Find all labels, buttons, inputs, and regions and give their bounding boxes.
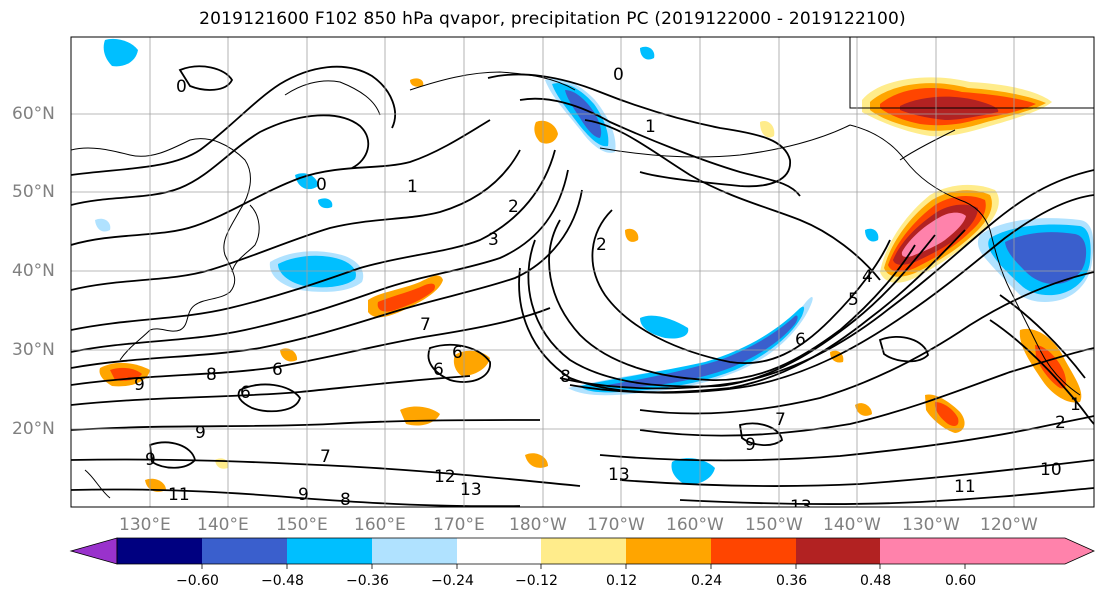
colorbar-bin [287,538,372,564]
lon-label: 180°W [509,515,567,535]
contour-label: 7 [320,447,331,467]
contour-label: 13 [608,465,630,485]
lon-label: 170°E [433,515,485,535]
colorbar-tick-label: 0.48 [860,573,892,589]
colorbar-bin [457,538,541,564]
colorbar-bin [372,538,457,564]
map-frame [70,36,1095,508]
contour-label: 2 [1055,413,1066,433]
contour-label: 6 [433,360,444,380]
colorbar-tick-label: 0.60 [945,573,977,589]
lon-label: 140°E [197,515,249,535]
contour-label: 12 [434,467,456,487]
contour-label: 9 [134,375,145,395]
colorbar-bin [117,538,202,564]
contour-label: 7 [775,410,786,430]
colorbar-bin [202,538,287,564]
lat-label: 30°N [12,340,55,360]
contour-label: 13 [790,497,812,517]
lon-label: 160°W [666,515,724,535]
contour-label: 9 [145,450,156,470]
colorbar-tick-label: 0.12 [606,573,638,589]
contour-label: 10 [1040,460,1062,480]
colorbar-bin [711,538,796,564]
qvapor-contours [71,65,1094,507]
contour-label: 8 [340,490,351,510]
contour-label: 6 [795,330,806,350]
contour-label: 6 [272,360,283,380]
gridlines [71,37,1094,507]
contour-label: 9 [195,423,206,443]
contour-label: 11 [168,485,190,505]
colorbar-tick-label: −0.60 [176,573,219,589]
contour-label: 13 [460,480,482,500]
lon-label: 150°W [745,515,803,535]
contour-label: 4 [862,267,873,287]
colorbar-tick-label: −0.36 [346,573,389,589]
lon-label: 130°E [119,515,171,535]
contour-label: 9 [745,435,756,455]
colorbar-extend-min [69,537,118,565]
contour-label: 0 [176,77,187,97]
lat-label: 60°N [12,104,55,124]
colorbar-bin [880,538,965,564]
colorbar-bin [626,538,711,564]
colorbar [69,537,1095,569]
contour-label: 1 [1070,395,1081,415]
lon-label: 160°E [354,515,406,535]
contour-label: 9 [298,485,309,505]
contour-label: 3 [488,230,499,250]
contour-label: 2 [508,197,519,217]
colorbar-tick-label: −0.24 [431,573,474,589]
contour-label: 1 [645,117,656,137]
coastlines [71,37,1094,499]
contour-label: 0 [613,65,624,85]
lat-label: 20°N [12,419,55,439]
map-plot-area: 0 0 0 1 1 2 2 3 4 5 6 6 6 6 7 7 7 8 8 8 … [71,37,1094,517]
lon-label: 120°W [980,515,1038,535]
lon-label: 170°W [587,515,645,535]
lon-label: 150°E [276,515,328,535]
colorbar-tick-label: −0.48 [261,573,304,589]
colorbar-tick-label: −0.12 [515,573,558,589]
contour-label: 2 [596,235,607,255]
lat-label: 50°N [12,182,55,202]
lon-label: 130°W [902,515,960,535]
lat-label: 40°N [12,261,55,281]
contour-label-group: 0 0 0 1 1 2 2 3 4 5 6 6 6 6 7 7 7 8 8 8 … [134,65,1081,517]
plot-title: 2019121600 F102 850 hPa qvapor, precipit… [199,9,906,29]
colorbar-extend-max [965,538,1094,564]
colorbar-tick-label: 0.24 [691,573,723,589]
contour-label: 0 [316,175,327,195]
contour-label: 7 [420,315,431,335]
contour-label: 6 [452,343,463,363]
colorbar-bin [541,538,626,564]
lon-label: 140°W [823,515,881,535]
contour-label: 1 [407,177,418,197]
contour-label: 8 [206,365,217,385]
colorbar-bin [796,538,880,564]
contour-label: 11 [954,477,976,497]
contour-label: 5 [848,290,859,310]
colorbar-tick-label: 0.36 [776,573,808,589]
contour-label: 6 [240,383,251,403]
contour-label: 8 [560,367,571,387]
